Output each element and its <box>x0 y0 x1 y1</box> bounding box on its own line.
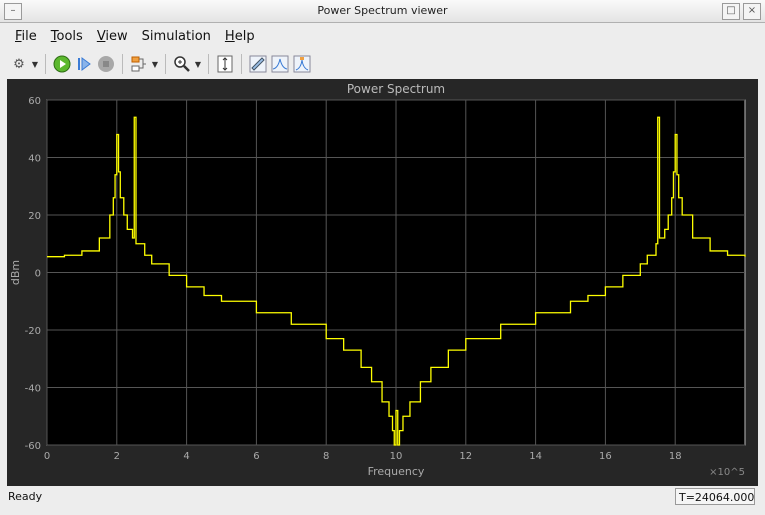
fit-icon[interactable] <box>214 53 236 75</box>
separator <box>45 54 46 74</box>
power-spectrum-chart[interactable]: 0 2 4 6 8 10 12 14 16 18 -60 -40 -20 0 20 40 60 Power Spe… <box>7 79 758 486</box>
y-tick-label: 40 <box>28 154 41 165</box>
zoom-dropdown[interactable]: ▼ <box>194 59 202 69</box>
x-tick-label: 4 <box>183 451 189 462</box>
x-tick-label: 6 <box>253 451 259 462</box>
y-tick-label: -60 <box>25 441 41 452</box>
menu-simulation[interactable]: Simulation <box>141 29 211 44</box>
separator <box>241 54 242 74</box>
window-title: Power Spectrum viewer <box>317 4 448 17</box>
x-tick-label: 14 <box>529 451 542 462</box>
cursor-icon[interactable] <box>291 53 313 75</box>
y-tick-label: 60 <box>28 96 41 107</box>
window-menu-button[interactable]: – <box>4 3 22 20</box>
simulation-time: T=24064.000 <box>675 488 755 505</box>
settings-dropdown[interactable]: ▼ <box>31 59 39 69</box>
measure-icon[interactable] <box>247 53 269 75</box>
peak-icon[interactable] <box>269 53 291 75</box>
separator <box>122 54 123 74</box>
x-axis-label: Frequency <box>368 465 425 478</box>
y-tick-label: 20 <box>28 211 41 222</box>
x-tick-label: 2 <box>114 451 120 462</box>
signal-icon[interactable] <box>128 53 150 75</box>
x-multiplier: ×10^5 <box>709 467 745 478</box>
x-tick-label: 12 <box>459 451 472 462</box>
x-tick-label: 16 <box>599 451 612 462</box>
zoom-in-icon[interactable] <box>171 53 193 75</box>
stop-icon[interactable] <box>95 53 117 75</box>
separator <box>208 54 209 74</box>
y-axis-label: dBm <box>9 260 22 285</box>
menu-tools[interactable]: Tools <box>50 29 83 44</box>
plot-panel: 0 2 4 6 8 10 12 14 16 18 -60 -40 -20 0 20 40 60 Power Spe… <box>7 79 758 486</box>
maximize-button[interactable]: □ <box>722 3 740 20</box>
y-tick-label: 0 <box>35 269 41 280</box>
separator <box>165 54 166 74</box>
x-tick-label: 8 <box>323 451 329 462</box>
step-icon[interactable] <box>73 53 95 75</box>
x-tick-label: 18 <box>669 451 682 462</box>
run-icon[interactable] <box>51 53 73 75</box>
spectrum-line <box>47 116 746 446</box>
y-tick-label: -40 <box>25 384 41 395</box>
settings-icon[interactable]: ⚙ <box>13 56 25 72</box>
menu-file[interactable]: File <box>15 29 37 44</box>
toolbar: ⚙ ▼ ▼ ▼ <box>8 52 313 76</box>
menu-view[interactable]: View <box>96 29 128 44</box>
y-tick-label: -20 <box>25 326 41 337</box>
signal-dropdown[interactable]: ▼ <box>151 59 159 69</box>
menu-bar: File Tools View Simulation Help <box>8 26 262 48</box>
close-button[interactable]: × <box>743 3 761 20</box>
menu-help[interactable]: Help <box>224 29 255 44</box>
chart-title: Power Spectrum <box>347 82 445 96</box>
status-text: Ready <box>8 490 43 503</box>
x-tick-label: 10 <box>390 451 403 462</box>
title-bar: – Power Spectrum viewer □ × <box>0 0 765 23</box>
x-tick-label: 0 <box>44 451 50 462</box>
